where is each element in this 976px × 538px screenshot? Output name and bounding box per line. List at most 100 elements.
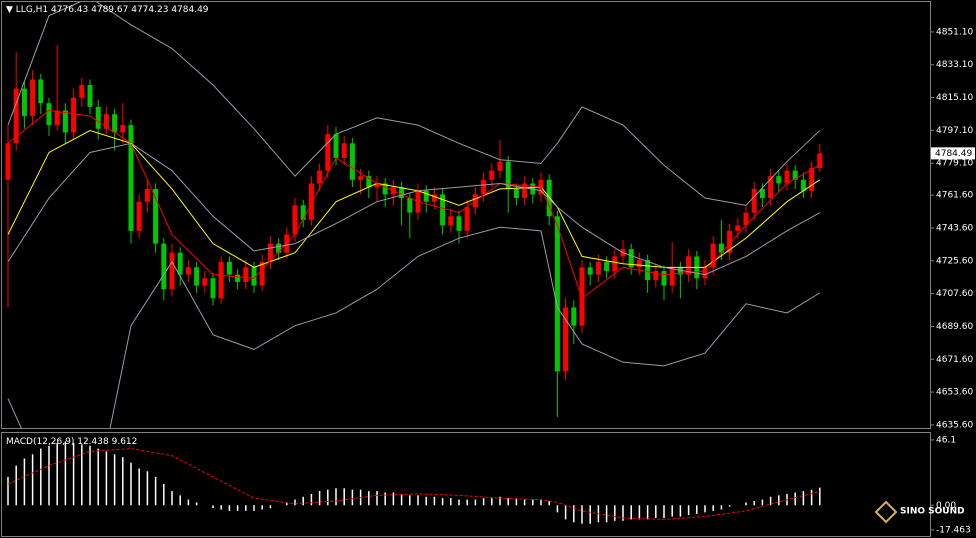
candle-body (636, 260, 642, 268)
candle-body (727, 230, 733, 253)
y-tick-label: 4851.10 (936, 27, 973, 37)
candle-body (751, 188, 757, 213)
logo-icon (874, 500, 898, 524)
candle-body (95, 106, 101, 129)
candle-body (792, 170, 798, 180)
candle-body (210, 278, 216, 299)
candle-body (653, 270, 659, 281)
candle-body (21, 88, 27, 116)
candle-body (546, 179, 552, 217)
candle-body (735, 225, 741, 231)
candle-body (218, 261, 224, 299)
candle-body (513, 188, 519, 199)
candle-body (136, 201, 142, 231)
candle-body (161, 243, 167, 290)
candle-body (341, 143, 347, 158)
macd-tick-label: 46.1 (936, 435, 956, 445)
candle-body (38, 79, 44, 104)
candle-body (595, 261, 601, 275)
symbol-name: LLG,H1 (16, 5, 48, 15)
signal-line (7, 448, 820, 520)
candle-body (800, 179, 806, 191)
candle-body (103, 114, 109, 129)
candle-body (718, 243, 724, 253)
candle-body (481, 179, 487, 195)
candle-body (333, 134, 339, 158)
y-tick-label: 4707.60 (936, 289, 973, 299)
candle-body (587, 267, 593, 275)
candle-body (448, 216, 454, 226)
logo: SINO SOUND (874, 500, 965, 524)
candle-body (563, 307, 569, 372)
candle-body (235, 274, 241, 282)
candle-body (423, 190, 429, 202)
candle-body (308, 183, 314, 220)
candle-body (784, 170, 790, 184)
candle-body (62, 110, 68, 133)
candle-body (243, 267, 249, 282)
candle-body (431, 194, 437, 202)
header: ▼ LLG,H1 4776.43 4789.67 4774.23 4784.49 (6, 5, 209, 15)
candle-body (759, 188, 765, 199)
candle-body (226, 261, 232, 275)
logo-text: SINO SOUND (900, 507, 965, 517)
y-tick-label: 4761.60 (936, 191, 973, 201)
y-tick-label: 4671.60 (936, 355, 973, 365)
candle-body (366, 176, 372, 188)
y-tick-label: 4815.10 (936, 93, 973, 103)
open: 4776.43 (51, 5, 88, 15)
candle-body (743, 212, 749, 226)
macd-tick-label: -17.463 (936, 526, 971, 536)
candle-body (128, 125, 134, 231)
candle-body (505, 161, 511, 189)
candle-body (185, 267, 191, 275)
candle-body (554, 216, 560, 372)
y-tick-label: 4635.60 (936, 420, 973, 430)
candle-body (79, 84, 85, 98)
candle-body (202, 278, 208, 286)
signal-value: 9.612 (112, 437, 138, 447)
candle-body (456, 216, 462, 231)
candle-body (489, 170, 495, 180)
candle-body (628, 249, 634, 268)
candle-body (267, 243, 273, 262)
candle-body (194, 267, 200, 286)
candle-body (661, 270, 667, 286)
candle-body (30, 79, 36, 116)
macd-frame (1, 432, 931, 537)
candle-body (317, 170, 323, 184)
close: 4784.49 (171, 5, 208, 15)
candle-body (292, 205, 298, 235)
y-tick-label: 4779.10 (936, 159, 973, 169)
candle-body (677, 267, 683, 275)
main-frame (1, 1, 931, 429)
y-tick-label: 4833.10 (936, 60, 973, 70)
candle-body (579, 267, 585, 326)
candle-body (612, 256, 618, 271)
candle-body (144, 188, 150, 202)
candle-body (87, 84, 93, 107)
candle-body (604, 261, 610, 271)
overlay-line (7, 226, 821, 428)
candle-body (5, 143, 11, 180)
candle-body (497, 161, 503, 171)
candle-body (710, 243, 716, 268)
overlay-line (7, 130, 821, 268)
candle-body (251, 267, 257, 286)
candle-body (153, 188, 159, 244)
candle-body (46, 103, 52, 126)
overlay-line (7, 142, 821, 276)
candle-body (440, 194, 446, 226)
price-tag (931, 147, 975, 160)
macd-tick-label: 0.00 (936, 501, 956, 511)
candle-body (169, 252, 175, 290)
candle-body (112, 114, 118, 133)
overlay-line (7, 2, 821, 206)
low: 4774.23 (131, 5, 168, 15)
candle-body (809, 168, 815, 191)
candle-body (13, 88, 19, 144)
candle-body (71, 97, 77, 133)
candle-body (571, 307, 577, 326)
candle-body (768, 176, 774, 199)
